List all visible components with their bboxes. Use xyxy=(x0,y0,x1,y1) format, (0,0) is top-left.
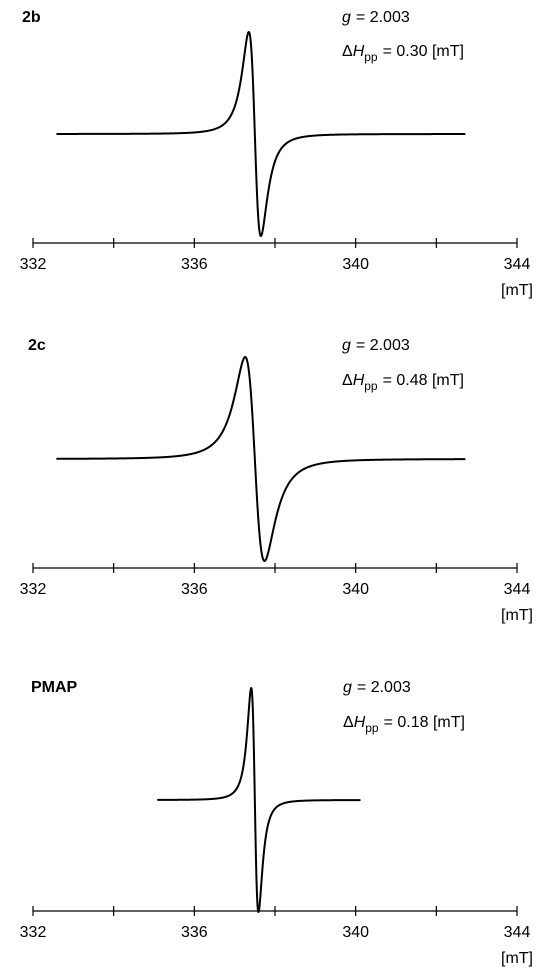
linewidth-value: = 0.18 [mT] xyxy=(384,714,465,731)
g-factor-text: g = 2.003 xyxy=(342,337,410,354)
pp-subscript: pp xyxy=(364,50,378,64)
x-tick-label: 332 xyxy=(20,924,47,941)
sample-label: 2c xyxy=(28,337,46,354)
linewidth-value: = 0.30 [mT] xyxy=(383,43,464,60)
panel-2c: 2c g = 2.003 ΔHpp = 0.48 [mT] 332 336 340 344 [mT… xyxy=(20,337,533,624)
g-factor-text: g = 2.003 xyxy=(343,679,411,696)
epr-spectrum-trace xyxy=(56,356,466,562)
pp-subscript: pp xyxy=(364,379,378,393)
x-tick-label: 336 xyxy=(181,581,208,598)
x-tick-label: 340 xyxy=(342,256,369,273)
linewidth-text: ΔHpp = 0.18 [mT] xyxy=(343,714,465,735)
x-unit-label: [mT] xyxy=(501,282,533,299)
g-value: = 2.003 xyxy=(357,679,411,696)
panel-pmap: PMAP g = 2.003 ΔHpp = 0.18 [mT] 332 336 340 344 [… xyxy=(20,679,533,967)
delta-symbol: Δ xyxy=(342,372,353,389)
x-tick-label: 336 xyxy=(181,924,208,941)
h-symbol: H xyxy=(353,43,365,60)
pp-subscript: pp xyxy=(365,721,379,735)
h-symbol: H xyxy=(354,714,366,731)
epr-spectrum-trace xyxy=(157,687,361,913)
x-tick-label: 344 xyxy=(504,924,531,941)
delta-symbol: Δ xyxy=(343,714,354,731)
linewidth-text: ΔHpp = 0.30 [mT] xyxy=(342,43,464,64)
g-symbol: g xyxy=(342,9,351,26)
x-tick-label: 340 xyxy=(342,581,369,598)
g-value: = 2.003 xyxy=(356,337,410,354)
g-symbol: g xyxy=(343,679,352,696)
linewidth-text: ΔHpp = 0.48 [mT] xyxy=(342,372,464,393)
x-unit-label: [mT] xyxy=(501,950,533,967)
sample-label: 2b xyxy=(22,9,41,26)
x-tick-label: 332 xyxy=(20,581,47,598)
g-factor-text: g = 2.003 xyxy=(342,9,410,26)
linewidth-value: = 0.48 [mT] xyxy=(383,372,464,389)
sample-label: PMAP xyxy=(31,679,78,696)
g-value: = 2.003 xyxy=(356,9,410,26)
x-unit-label: [mT] xyxy=(501,607,533,624)
delta-symbol: Δ xyxy=(342,43,353,60)
x-tick-label: 336 xyxy=(181,256,208,273)
x-tick-label: 340 xyxy=(342,924,369,941)
x-tick-label: 344 xyxy=(504,581,531,598)
g-symbol: g xyxy=(342,337,351,354)
x-tick-label: 344 xyxy=(504,256,531,273)
epr-spectrum-trace xyxy=(56,31,466,237)
h-symbol: H xyxy=(353,372,365,389)
x-tick-label: 332 xyxy=(20,256,47,273)
